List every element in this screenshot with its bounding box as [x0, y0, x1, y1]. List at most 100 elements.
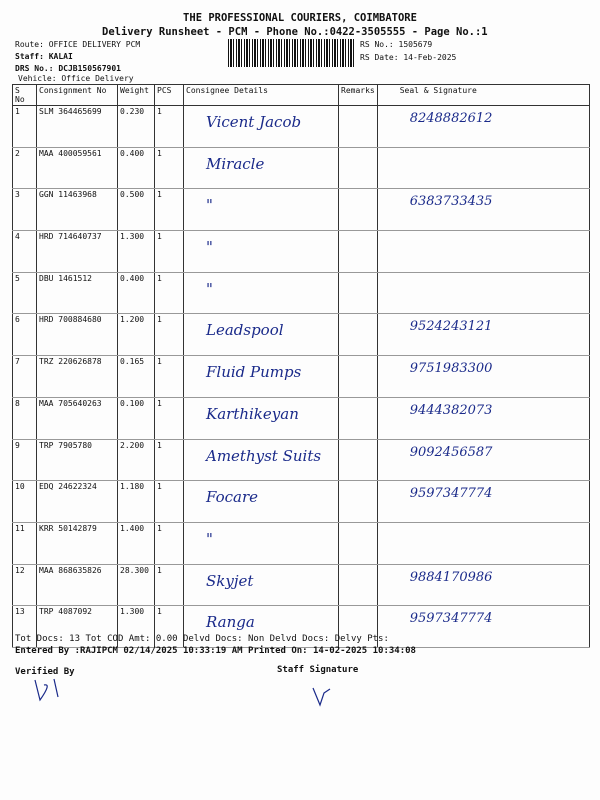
signature-text: 9524243121: [409, 319, 493, 335]
signature-text: 9884170986: [409, 569, 493, 585]
weight-text: 0.100: [120, 398, 145, 408]
consignee: Ranga: [183, 605, 339, 648]
weight-text: 28.300: [120, 565, 149, 575]
weight-text: 1.200: [120, 315, 145, 325]
consignee-text: Skyjet: [206, 571, 254, 590]
verified-by: Verified By: [15, 667, 75, 677]
remarks: [338, 439, 378, 482]
weight-text: 1.400: [120, 523, 145, 533]
consignment-no: MAA 400059561: [36, 147, 118, 190]
consignee-text: Amethyst Suits: [206, 446, 322, 465]
consignment-no-text: SLM 364465699: [39, 107, 102, 116]
table-row: 1 SLM 364465699 0.230 1 Vicent Jacob 82488826…: [12, 105, 591, 148]
consignment-no-text: EDQ 24622324: [39, 482, 97, 492]
row-sno: 1: [12, 105, 37, 148]
signature: [376, 272, 591, 315]
consignee: Skyjet: [183, 564, 339, 607]
weight-text: 1.180: [120, 482, 145, 492]
table-row: 11 KRR 50142879 1.400 1 ": [12, 522, 591, 565]
consignment-no: DBU 1461512: [36, 272, 118, 315]
remarks: [338, 105, 378, 148]
signature: 9751983300: [376, 355, 591, 398]
pcs-text: 1: [157, 273, 162, 283]
weight: 28.300: [117, 564, 155, 607]
verifier-signature: [34, 678, 59, 702]
row-sno: 5: [12, 272, 37, 315]
row-sno: 13: [12, 605, 37, 648]
pcs: 1: [154, 105, 184, 148]
consignment-no-text: TRP 7905780: [39, 440, 92, 450]
weight: 0.400: [117, 147, 155, 190]
pcs: 1: [154, 230, 184, 273]
signature: 9524243121: [376, 313, 591, 357]
weight-text: 0.400: [120, 273, 145, 283]
pcs-text: 1: [157, 107, 162, 116]
consignee: Miracle: [183, 147, 339, 190]
staff-signature-mark: [312, 687, 331, 707]
consignee: Leadspool: [183, 313, 339, 357]
consignment-no-text: MAA 400059561: [39, 148, 102, 158]
table-row: 6 HRD 700884680 1.200 1 Leadspool 9524243121: [12, 313, 591, 357]
row-sno-text: 13: [15, 607, 25, 617]
pcs-text: 1: [157, 315, 162, 325]
rs-no: RS No.: 1505679: [360, 40, 433, 49]
remarks: [338, 397, 378, 440]
runsheet-title: Delivery Runsheet - PCM - Phone No.:0422…: [102, 26, 488, 38]
consignment-no: EDQ 24622324: [36, 480, 118, 523]
pcs: 1: [154, 272, 184, 315]
weight: 0.165: [117, 355, 155, 398]
pcs-text: 1: [157, 523, 162, 533]
consignment-no: TRZ 220626878: [36, 355, 118, 398]
consignment-no: HRD 700884680: [36, 313, 118, 357]
pcs-text: 1: [157, 440, 162, 450]
weight: 1.400: [117, 522, 155, 565]
row-sno-text: 8: [15, 398, 20, 408]
table-row: 7 TRZ 220626878 0.165 1 Fluid Pumps 975198330…: [12, 355, 591, 398]
signature-text: 9751983300: [409, 361, 493, 377]
signature: [376, 147, 591, 190]
consignment-no: MAA 705640263: [36, 397, 118, 440]
weight: 0.400: [117, 272, 155, 315]
row-sno: 7: [12, 355, 37, 398]
consignee: ": [183, 522, 339, 565]
consignment-no-text: KRR 50142879: [39, 523, 97, 533]
weight: 2.200: [117, 439, 155, 482]
pcs: 1: [154, 147, 184, 190]
consignment-no: SLM 364465699: [36, 105, 118, 148]
row-sno-text: 7: [15, 357, 20, 367]
consignee-text: Focare: [206, 488, 259, 507]
signature-text: 9444382073: [409, 402, 493, 418]
consignment-no: GGN 11463968: [36, 188, 118, 232]
col-consignee: Consignee Details: [183, 84, 339, 106]
company-name: THE PROFESSIONAL COURIERS, COIMBATORE: [183, 12, 417, 24]
table-row: 3 GGN 11463968 0.500 1 " 6383733435: [12, 188, 591, 232]
row-sno-text: 6: [15, 315, 20, 325]
row-sno: 8: [12, 397, 37, 440]
pcs: 1: [154, 439, 184, 482]
vehicle: Vehicle: Office Delivery: [18, 74, 134, 83]
staff-signature: Staff Signature: [277, 665, 359, 675]
consignee: ": [183, 230, 339, 273]
weight: 1.300: [117, 605, 155, 648]
row-sno-text: 5: [15, 273, 20, 283]
pcs-text: 1: [157, 565, 162, 575]
table-row: 5 DBU 1461512 0.400 1 ": [12, 272, 591, 315]
remarks: [338, 272, 378, 315]
col-signature: Seal & Signature: [376, 84, 591, 106]
col-pcs: PCS: [154, 84, 184, 106]
consignment-no: MAA 868635826: [36, 564, 118, 607]
consignee: Fluid Pumps: [183, 355, 339, 398]
weight-text: 0.500: [120, 190, 145, 200]
drs-no: DRS No.: DCJB150567901: [15, 64, 121, 73]
consignee-text: Fluid Pumps: [206, 363, 302, 382]
pcs-text: 1: [157, 607, 162, 617]
consignment-no: KRR 50142879: [36, 522, 118, 565]
consignee-text: ": [206, 196, 213, 215]
row-sno-text: 10: [15, 482, 25, 492]
entered-by: Entered By :RAJIPCM 02/14/2025 10:33:19 …: [15, 646, 416, 656]
remarks: [338, 147, 378, 190]
weight-text: 0.400: [120, 148, 145, 158]
pcs: 1: [154, 397, 184, 440]
remarks: [338, 355, 378, 398]
consignee-text: Ranga: [206, 613, 255, 632]
